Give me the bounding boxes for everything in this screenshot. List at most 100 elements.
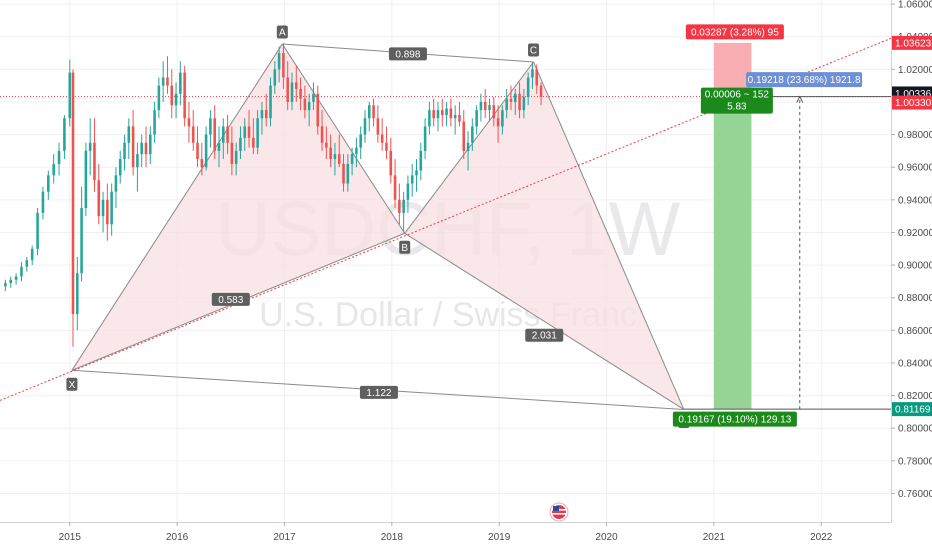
candle-body xyxy=(389,150,393,176)
candle-body xyxy=(136,154,139,168)
candle-body xyxy=(88,142,92,151)
price-label-text: 1.03623 xyxy=(895,38,932,49)
price-axis[interactable]: 1.060001.040001.020001.000000.980000.960… xyxy=(891,0,932,550)
stop-label-text: 0.03287 (3.28%) 95 xyxy=(691,27,779,38)
price-tick-label: 0.88000 xyxy=(898,293,932,304)
candle-body xyxy=(432,110,435,119)
candle-body xyxy=(239,137,242,151)
pattern-xab-fill xyxy=(71,44,405,371)
candle-body xyxy=(93,142,96,181)
candle-body xyxy=(526,77,530,98)
candle-body xyxy=(25,260,29,267)
harmonic-pattern[interactable] xyxy=(71,43,685,410)
time-axis-bg xyxy=(0,522,932,550)
pattern-ratio-text: 0.898 xyxy=(395,49,420,60)
pattern-ratio: 0.898 xyxy=(388,47,427,61)
candle-body xyxy=(385,142,388,151)
candle-body xyxy=(204,134,208,168)
candle-body xyxy=(359,134,362,148)
candle-body xyxy=(196,142,199,160)
time-tick-label: 2021 xyxy=(703,532,726,543)
candle-body xyxy=(123,142,126,160)
candle-body xyxy=(312,93,315,102)
pattern-point-b-bg xyxy=(399,240,411,254)
candle-body xyxy=(166,77,169,86)
pattern-ratio-bg xyxy=(388,47,427,61)
pattern-point-c: C xyxy=(528,43,540,57)
candle-body xyxy=(84,150,88,208)
candle-body xyxy=(303,98,307,111)
candle-body xyxy=(260,110,264,119)
time-tick-label: 2015 xyxy=(59,532,82,543)
candle-body xyxy=(277,53,281,70)
price-label-text: 1.00336 xyxy=(895,89,932,100)
target-label: 0.19167 (19.10%) 129.13 xyxy=(672,411,797,427)
candle-body xyxy=(462,121,466,151)
pattern-ratio-bg xyxy=(525,328,564,342)
candle-body xyxy=(217,142,221,151)
candle-body xyxy=(140,142,143,155)
us-flag-icon[interactable] xyxy=(549,502,569,522)
target-zone[interactable] xyxy=(713,96,752,410)
pattern-line-bd[interactable] xyxy=(404,232,685,410)
pattern-line-cd[interactable] xyxy=(533,61,685,410)
pattern-line-xa[interactable] xyxy=(71,43,283,371)
candle-body xyxy=(342,163,345,184)
candle-body xyxy=(264,110,268,119)
candle-body xyxy=(488,105,491,111)
candle-body xyxy=(518,93,521,111)
candle-body xyxy=(114,175,118,192)
pattern-ratio-bg xyxy=(359,385,398,399)
pattern-point-a: A xyxy=(276,25,288,39)
pattern-line-ab[interactable] xyxy=(281,43,406,234)
candle-body xyxy=(191,126,195,143)
candle-body xyxy=(436,110,440,119)
price-label-bg xyxy=(892,35,932,50)
price-tick-label: 0.80000 xyxy=(898,424,932,435)
candle-body xyxy=(466,142,470,151)
candle-body xyxy=(475,110,478,127)
candle-body xyxy=(449,108,453,119)
candle-body xyxy=(496,118,500,127)
candle-body xyxy=(71,72,75,315)
candle-body xyxy=(415,170,418,176)
candle-body xyxy=(492,105,496,119)
candle-body xyxy=(157,85,161,111)
target-label-text: 0.19167 (19.10%) 129.13 xyxy=(678,415,791,426)
candle-body xyxy=(110,191,113,225)
candle-body xyxy=(47,175,50,192)
price-label: 1.03623 xyxy=(892,35,932,50)
candle-body xyxy=(101,199,105,217)
candle-body xyxy=(76,273,79,315)
candle-body xyxy=(187,118,191,127)
pattern-ratio-text: 2.031 xyxy=(532,331,557,342)
price-tick-label: 0.86000 xyxy=(898,326,932,337)
candle-body xyxy=(337,154,341,164)
candle-body xyxy=(445,108,448,116)
pattern-point-x-text: X xyxy=(69,380,76,391)
candle-body xyxy=(522,97,526,111)
entry-label-bg xyxy=(700,87,773,114)
candle-body xyxy=(221,126,225,143)
price-tick-label: 0.94000 xyxy=(898,195,932,206)
target-label-bg xyxy=(672,411,797,427)
price-tick-label: 0.98000 xyxy=(898,130,932,141)
candle-body xyxy=(174,93,178,106)
candle-body xyxy=(144,142,148,155)
candle-body xyxy=(372,105,375,119)
candle-body xyxy=(398,199,401,213)
pattern-point-b-text: B xyxy=(401,243,408,254)
candle-body xyxy=(501,110,504,127)
candle-body xyxy=(127,126,131,143)
candle-body xyxy=(252,137,255,148)
candle-body xyxy=(410,175,414,184)
pattern-ratio-bg xyxy=(211,292,250,306)
candle-body xyxy=(36,212,39,249)
price-tick-label: 0.82000 xyxy=(898,391,932,402)
price-tick-label: 0.92000 xyxy=(898,228,932,239)
candle-body xyxy=(440,110,444,116)
time-axis[interactable]: 2015 2016 2017 2018 2019 2020 2021 2022 xyxy=(0,522,932,550)
